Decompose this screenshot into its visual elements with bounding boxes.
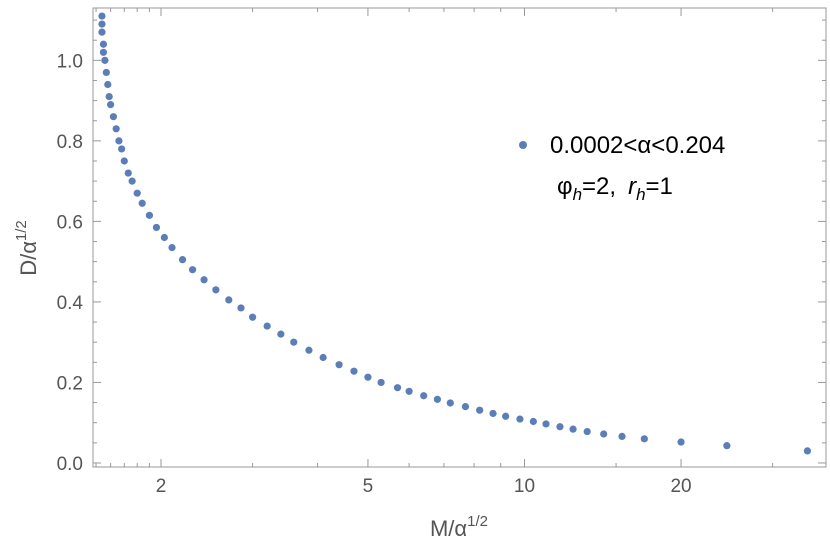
data-point — [160, 233, 168, 242]
x-axis-ticks: 2 5 10 20 — [95, 8, 774, 497]
data-point — [305, 346, 313, 354]
y-axis-label: D/α1/2 — [13, 220, 41, 276]
data-point — [115, 137, 123, 145]
legend-param-2-value: =1 — [646, 173, 673, 200]
data-point — [99, 48, 108, 56]
y-axis-label-superscript: 1/2 — [13, 220, 30, 241]
x-tick-label: 5 — [363, 476, 374, 497]
data-point — [502, 412, 510, 420]
plot-frame — [92, 7, 827, 468]
data-point — [803, 447, 812, 455]
data-point — [98, 28, 106, 36]
x-axis-label: M/α1/2 — [430, 513, 488, 541]
data-point — [420, 392, 428, 400]
legend-param-1-subscript: h — [573, 185, 582, 204]
data-point — [290, 338, 298, 346]
y-tick-label: 0.2 — [57, 373, 83, 394]
data-point — [377, 378, 385, 387]
data-point — [107, 101, 115, 109]
data-point — [489, 409, 497, 418]
data-point — [120, 157, 128, 165]
data-point — [248, 313, 257, 321]
data-point — [405, 387, 413, 395]
y-tick-label: 0.6 — [57, 212, 83, 233]
data-point — [99, 40, 108, 48]
data-point — [118, 145, 126, 153]
data-point — [152, 223, 161, 232]
x-tick-label: 10 — [514, 476, 535, 497]
y-axis-label-group: D/α1/2 — [13, 220, 41, 276]
data-point — [178, 256, 187, 264]
legend-param-2-subscript: h — [636, 185, 645, 204]
data-point — [263, 322, 271, 330]
x-axis-label-main: M/α — [430, 516, 467, 541]
data-point — [102, 68, 110, 77]
data-point — [529, 417, 537, 426]
data-point — [128, 177, 136, 185]
data-point — [200, 276, 208, 284]
x-tick-label: 20 — [670, 476, 691, 497]
y-axis-label-main: D/α — [16, 241, 41, 276]
data-point — [723, 442, 731, 450]
data-point — [364, 373, 372, 381]
y-tick-label: 1.0 — [57, 51, 83, 72]
data-point — [393, 384, 402, 392]
legend-params: φh=2, rh=1 — [557, 173, 673, 204]
y-tick-label: 0.0 — [57, 454, 83, 475]
data-point — [677, 438, 685, 446]
data-point — [350, 367, 358, 375]
legend-marker — [519, 141, 527, 149]
data-point — [225, 296, 233, 304]
x-axis-label-superscript: 1/2 — [467, 513, 488, 530]
data-point — [569, 425, 577, 433]
data-point — [109, 113, 118, 121]
data-point — [600, 430, 608, 438]
data-point — [104, 80, 112, 89]
data-point — [516, 415, 524, 423]
data-point — [112, 125, 120, 133]
legend-series-label: 0.0002<α<0.204 — [550, 132, 725, 159]
data-point — [124, 169, 132, 177]
legend-param-2-symbol: r — [628, 173, 637, 200]
data-point — [618, 432, 626, 440]
data-point — [237, 304, 245, 312]
data-point — [319, 353, 327, 362]
data-point — [335, 361, 343, 369]
legend-param-1-value: =2, — [582, 173, 616, 200]
y-tick-label: 0.4 — [57, 293, 84, 314]
y-axis-ticks: 0.0 0.2 0.4 0.6 0.8 1.0 — [57, 19, 826, 475]
data-point — [556, 423, 564, 431]
data-point — [145, 211, 154, 219]
x-tick-label: 2 — [156, 476, 167, 497]
data-point — [133, 189, 141, 197]
data-point — [101, 56, 109, 64]
legend-param-1-symbol: φ — [557, 173, 573, 200]
data-point — [98, 20, 106, 28]
data-point — [583, 427, 591, 436]
y-tick-label: 0.8 — [57, 132, 83, 153]
data-point — [446, 399, 454, 407]
data-point — [138, 199, 146, 207]
data-point — [461, 403, 470, 411]
data-point — [476, 406, 484, 414]
data-point — [98, 12, 106, 20]
data-point — [277, 330, 285, 338]
data-point — [168, 243, 176, 252]
data-point — [433, 395, 441, 403]
legend: 0.0002<α<0.204 φh=2, rh=1 — [519, 132, 725, 204]
data-point — [212, 286, 220, 294]
data-points — [98, 12, 812, 455]
data-point — [105, 92, 113, 101]
data-point — [640, 435, 648, 443]
data-point — [188, 266, 197, 274]
data-point — [542, 420, 550, 428]
